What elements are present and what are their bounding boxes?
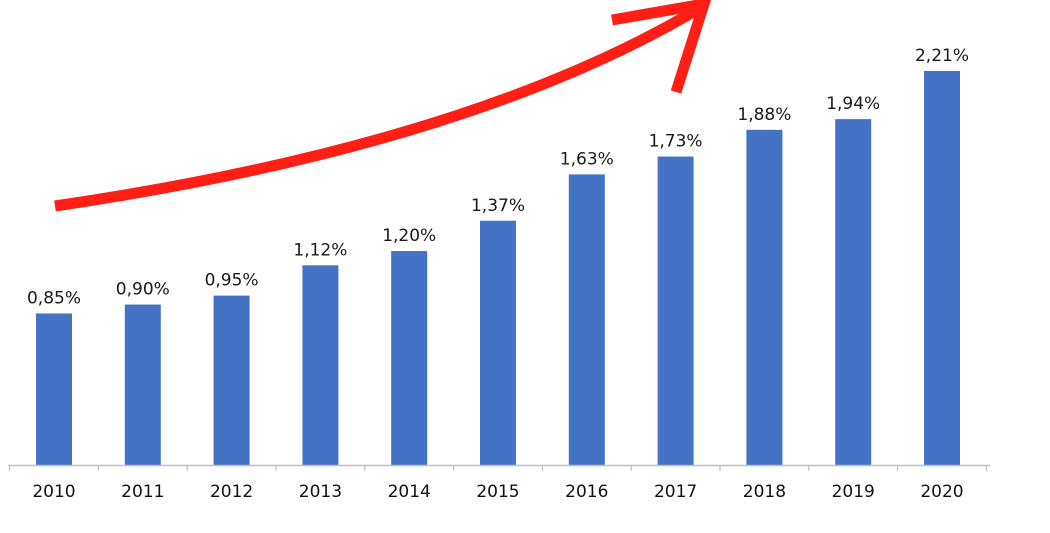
data-label-2019: 1,94%: [826, 94, 880, 114]
x-tick-label-2012: 2012: [210, 482, 253, 502]
bar-2014: [391, 251, 428, 465]
data-label-2017: 1,73%: [649, 132, 703, 152]
x-tick-label-2016: 2016: [565, 482, 608, 502]
bar-2013: [302, 265, 339, 465]
bar-2010: [36, 313, 72, 465]
data-label-2012: 0,95%: [205, 271, 259, 291]
bar-2016: [568, 174, 605, 465]
x-tick-label-2014: 2014: [388, 482, 431, 502]
data-label-2014: 1,20%: [382, 226, 436, 246]
bar-2011: [124, 304, 161, 465]
x-tick-label-2011: 2011: [121, 482, 164, 502]
bar-2018: [746, 129, 783, 465]
x-tick-label-2019: 2019: [832, 482, 875, 502]
x-tick-label-2017: 2017: [654, 482, 697, 502]
data-label-2011: 0,90%: [116, 280, 170, 300]
bar-2019: [835, 119, 872, 466]
x-axis: [8, 464, 990, 471]
trend-arrow-shaft: [54, 3, 703, 212]
x-tick-label-2010: 2010: [32, 482, 75, 502]
data-label-2020: 2,21%: [915, 46, 969, 66]
data-label-2016: 1,63%: [560, 149, 614, 169]
bar-2020: [924, 71, 960, 465]
x-tick-label-2020: 2020: [920, 482, 963, 502]
data-label-2018: 1,88%: [737, 105, 791, 125]
bar-2012: [213, 295, 250, 465]
bar-2015: [480, 220, 516, 465]
x-tick-label-2015: 2015: [476, 482, 519, 502]
data-label-2013: 1,12%: [293, 240, 347, 260]
bars-group: [36, 71, 960, 466]
data-labels-group: 0,85% 0,90% 0,95% 1,12% 1,20% 1,37% 1,63% 1,73%…: [27, 46, 969, 308]
bar-2017: [657, 156, 694, 466]
trend-arrow-head: [611, 0, 712, 94]
data-label-2010: 0,85%: [27, 288, 81, 308]
x-tick-label-2018: 2018: [743, 482, 786, 502]
x-tick-labels-group: 2010 2011 2012 2013 2014 2015 2016 2017 2018 2019…: [32, 482, 963, 502]
data-label-2015: 1,37%: [471, 196, 525, 216]
trend-arrow-annotation: [54, 0, 712, 212]
x-tick-label-2013: 2013: [299, 482, 342, 502]
